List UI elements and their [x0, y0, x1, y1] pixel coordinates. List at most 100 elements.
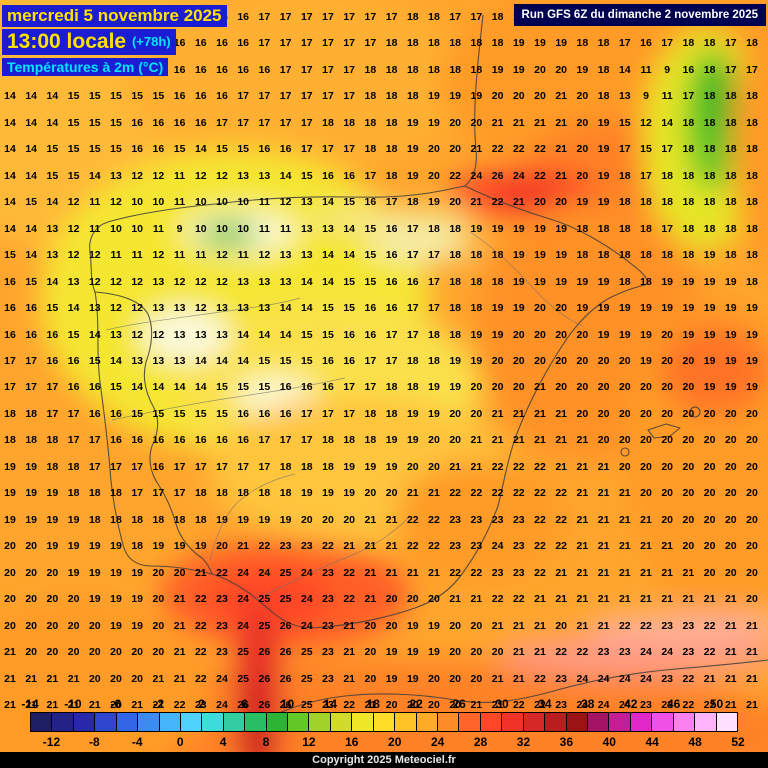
temperature-value: 18 — [406, 354, 419, 367]
temperature-value: 12 — [194, 275, 207, 288]
temperature-value: 13 — [216, 328, 228, 341]
temperature-value: 23 — [322, 593, 334, 606]
temperature-value: 10 — [131, 196, 144, 209]
copyright-bar: Copyright 2025 Meteociel.fr — [0, 752, 768, 768]
temperature-value: 18 — [491, 275, 504, 288]
temperature-value: 21 — [576, 540, 589, 553]
temperature-value: 21 — [618, 540, 631, 553]
temperature-value: 16 — [385, 222, 398, 235]
temperature-value: 21 — [576, 434, 589, 447]
temperature-value: 21 — [597, 487, 610, 500]
temperature-value: 18 — [364, 116, 377, 129]
temperature-value: 16 — [237, 434, 250, 447]
temperature-value: 19 — [110, 540, 122, 553]
temperature-value: 18 — [618, 222, 631, 235]
temperature-value: 15 — [110, 381, 122, 394]
temperature-value: 20 — [661, 407, 674, 420]
color-scale-bottom-label: 40 — [602, 735, 616, 749]
temperature-value: 21 — [576, 619, 589, 632]
temperature-value: 15 — [300, 354, 313, 367]
temperature-value: 20 — [597, 407, 610, 420]
temperature-value: 17 — [449, 11, 462, 23]
temperature-value: 12 — [194, 169, 207, 182]
temperature-value: 20 — [67, 619, 80, 632]
temperature-value: 18 — [449, 37, 462, 50]
temperature-value: 18 — [25, 434, 38, 447]
temperature-value: 18 — [470, 37, 483, 50]
temperature-value: 21 — [491, 698, 504, 711]
temperature-value: 16 — [25, 302, 38, 315]
temperature-value: 16 — [279, 143, 292, 156]
temperature-value: 22 — [194, 593, 207, 606]
temperature-value: 20 — [555, 196, 568, 209]
color-scale — [30, 712, 738, 732]
temperature-value: 21 — [724, 672, 737, 685]
color-scale-swatch — [566, 713, 588, 731]
temperature-value: 18 — [746, 143, 758, 156]
temperature-value: 19 — [724, 328, 737, 341]
temperature-value: 19 — [385, 646, 398, 659]
temperature-value: 18 — [470, 275, 483, 288]
temperature-value: 20 — [152, 566, 165, 579]
color-scale-swatch — [587, 713, 610, 731]
temperature-value: 21 — [364, 593, 377, 606]
temperature-value: 20 — [110, 698, 122, 711]
temperature-value: 18 — [364, 63, 377, 76]
temperature-value: 18 — [682, 116, 695, 129]
temperature-value: 24 — [237, 593, 250, 606]
temperature-value: 14 — [152, 381, 165, 394]
temperature-value: 20 — [703, 513, 716, 526]
temperature-value: 19 — [428, 646, 440, 659]
temperature-value: 19 — [406, 169, 419, 182]
temperature-value: 20 — [152, 646, 165, 659]
temperature-value: 19 — [555, 249, 568, 262]
temperature-value: 16 — [343, 354, 356, 367]
temperature-value: 18 — [406, 37, 419, 50]
temperature-value: 21 — [597, 619, 610, 632]
temperature-value: 15 — [131, 90, 144, 103]
temperature-value: 13 — [237, 302, 250, 315]
temperature-value: 15 — [25, 275, 38, 288]
temperature-value: 19 — [406, 672, 419, 685]
temperature-value: 21 — [534, 116, 546, 129]
temperature-value: 16 — [46, 328, 59, 341]
temperature-value: 21 — [67, 672, 80, 685]
temperature-value: 16 — [131, 116, 144, 129]
temperature-value: 20 — [25, 540, 38, 553]
temperature-value: 14 — [46, 90, 59, 103]
temperature-value: 20 — [131, 646, 144, 659]
temperature-value: 20 — [724, 540, 737, 553]
temperature-value: 17 — [428, 249, 440, 262]
temperature-value: 21 — [618, 513, 631, 526]
temperature-value: 18 — [385, 407, 398, 420]
temperature-value: 13 — [46, 249, 59, 262]
temperature-value: 11 — [174, 196, 186, 209]
temperature-value: 26 — [279, 646, 292, 659]
temperature-value: 14 — [46, 275, 59, 288]
temperature-value: 22 — [194, 619, 207, 632]
temperature-value: 16 — [343, 169, 356, 182]
temperature-value: 16 — [237, 407, 250, 420]
temperature-value: 16 — [279, 407, 292, 420]
temperature-value: 21 — [724, 698, 737, 711]
color-scale-bottom-label: 44 — [645, 735, 659, 749]
temperature-value: 19 — [406, 434, 419, 447]
copyright-text: Copyright 2025 Meteociel.fr — [312, 754, 456, 766]
temperature-value: 13 — [216, 302, 228, 315]
temperature-value: 16 — [216, 63, 228, 76]
rivers — [105, 231, 583, 601]
temperature-value: 15 — [343, 302, 356, 315]
temperature-value: 12 — [216, 249, 228, 262]
temperature-value: 19 — [491, 222, 504, 235]
temperature-value: 20 — [449, 143, 462, 156]
temperature-value: 25 — [237, 646, 250, 659]
temperature-value: 19 — [300, 487, 313, 500]
temperature-value: 19 — [661, 275, 674, 288]
temperature-value: 24 — [491, 540, 504, 553]
temperature-value: 19 — [724, 275, 737, 288]
temperature-value: 20 — [555, 63, 568, 76]
temperature-value: 20 — [640, 460, 652, 473]
temperature-value: 20 — [449, 672, 462, 685]
temperature-value: 22 — [258, 540, 271, 553]
temperature-value: 18 — [343, 116, 356, 129]
